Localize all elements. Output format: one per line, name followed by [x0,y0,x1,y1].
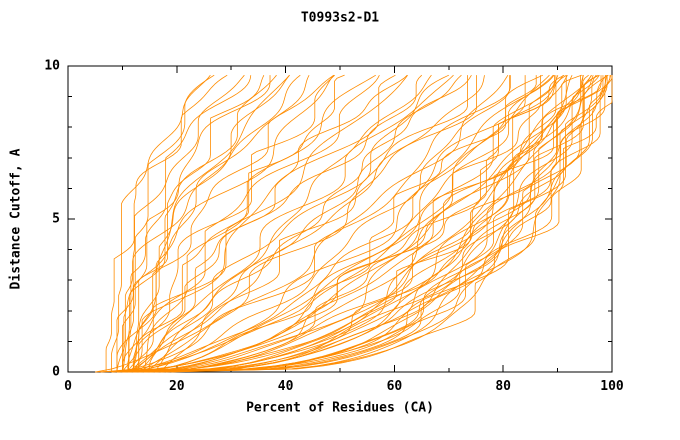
model-curve [133,74,592,373]
model-curve [122,74,380,372]
y-tick-label: 0 [52,364,60,380]
model-curve [149,74,408,372]
model-curve [100,74,554,373]
model-curve [138,75,477,373]
x-tick-label: 60 [386,379,403,394]
model-curve [122,75,541,373]
model-curve [138,75,557,373]
model-curve [111,74,211,372]
model-curve [171,75,608,373]
model-curve [138,75,611,373]
model-curve [116,74,334,372]
model-curve [127,74,408,373]
model-curve [95,75,567,373]
model-curve [154,74,432,373]
model-curve [143,74,376,373]
model-curve [127,74,564,373]
model-curve [116,74,582,373]
model-curve [116,74,245,372]
x-tick-label: 40 [277,379,294,394]
model-curve [132,74,396,373]
model-curve [127,75,511,373]
model-curve [149,74,598,373]
model-curve [127,74,335,372]
x-tick-label: 20 [168,379,185,394]
model-curve [133,74,555,373]
model-curve [144,74,592,373]
model-curve [160,75,581,373]
model-curve [132,74,301,372]
model-curve [116,74,609,373]
x-axis-label: Percent of Residues (CA) [246,400,434,416]
model-curve [144,75,612,373]
model-curve [127,74,277,373]
model-curve [133,74,600,373]
model-curve [149,75,608,373]
model-curve [100,75,584,373]
model-curve [111,74,567,373]
x-tick-label: 80 [495,379,512,394]
y-axis-label: Distance Cutoff, A [8,148,24,290]
model-curve [160,74,462,373]
model-curve [122,75,594,373]
model-curve [122,74,215,373]
model-curve [122,75,526,373]
model-curve [127,75,555,373]
model-curve [138,74,290,372]
chart-title: T0993s2-D1 [300,10,380,26]
model-curve [138,74,335,372]
model-curve [160,75,613,373]
model-curve [165,74,600,373]
model-curve [122,74,423,373]
model-curve [127,74,450,373]
model-curve [127,75,602,373]
model-curve [127,74,607,373]
model-curve [133,75,584,373]
model-curve [122,75,271,373]
model-curve [132,74,472,373]
model-curve [116,74,290,373]
model-curve [122,74,597,373]
x-tick-label: 0 [64,379,72,394]
model-curve [105,74,228,372]
model-curve [111,75,613,373]
model-curve [95,74,509,373]
y-tick-label: 10 [44,58,60,74]
model-curve [132,75,265,373]
model-curve [111,74,543,373]
model-curve [127,75,485,373]
model-curve [149,75,559,373]
model-curve [122,75,310,373]
model-curve [127,75,252,373]
y-tick-label: 5 [52,211,60,227]
model-curve [138,74,454,373]
x-tick-label: 100 [600,379,624,394]
model-curve [155,75,604,373]
